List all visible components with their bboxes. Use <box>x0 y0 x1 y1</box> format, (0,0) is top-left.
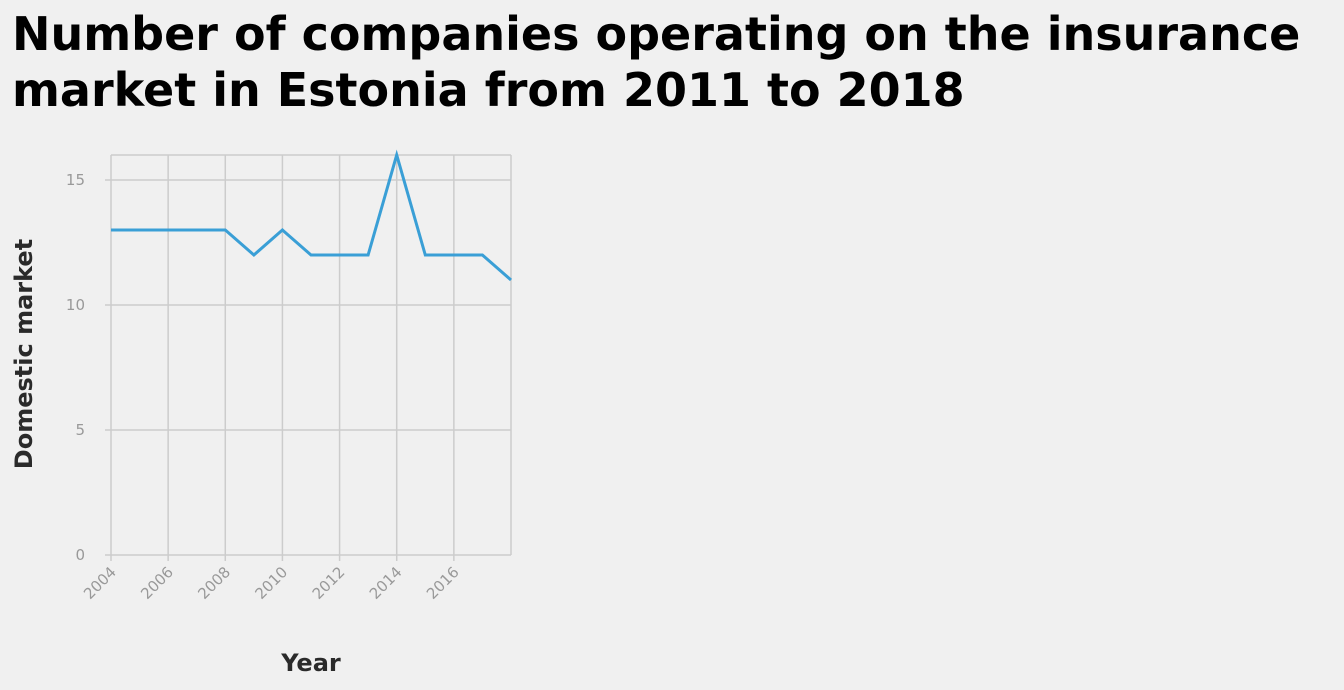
y-axis-title: Domestic market <box>10 239 38 469</box>
x-tick-label: 2004 <box>80 563 120 603</box>
x-tick-label: 2010 <box>252 563 292 603</box>
x-tick-labels: 2004 2006 2008 2010 2012 2014 2016 <box>80 563 463 603</box>
x-tick-label: 2006 <box>137 563 177 603</box>
x-tick-label: 2008 <box>194 563 234 603</box>
y-tick-label: 5 <box>75 421 85 439</box>
x-tick-label: 2016 <box>423 563 463 603</box>
y-tick-label: 15 <box>66 171 85 189</box>
y-tick-label: 10 <box>66 296 85 314</box>
grid-lines <box>105 154 512 561</box>
x-tick-label: 2012 <box>309 563 349 603</box>
chart-title: Number of companies operating on the ins… <box>12 7 1301 117</box>
y-tick-label: 0 <box>75 546 85 564</box>
y-tick-labels: 0 5 10 15 <box>66 171 85 564</box>
x-axis-title: Year <box>280 649 341 677</box>
series-line <box>111 149 512 282</box>
x-tick-label: 2014 <box>366 563 406 603</box>
series-lines <box>111 149 512 282</box>
